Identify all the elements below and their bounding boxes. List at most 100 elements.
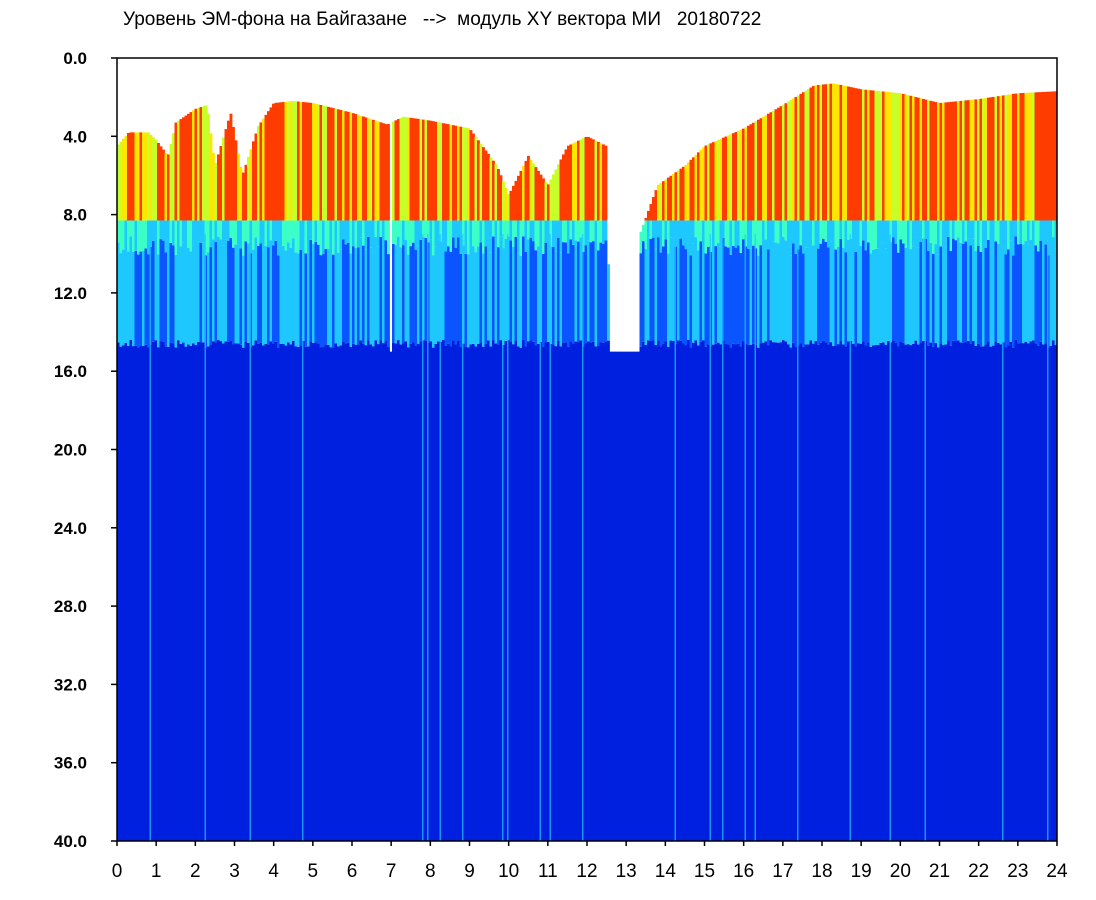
heatmap-cell xyxy=(237,220,240,245)
heatmap-cell xyxy=(352,220,355,247)
heatmap-cell xyxy=(1019,93,1023,221)
heatmap-cell xyxy=(339,345,343,841)
heatmap-cell xyxy=(557,220,560,238)
heatmap-cell xyxy=(1037,220,1040,252)
heatmap-cell xyxy=(447,343,450,841)
heatmap-cell xyxy=(792,220,795,244)
heatmap-cell xyxy=(164,346,168,841)
heatmap-cell xyxy=(644,220,648,249)
heatmap-cell xyxy=(284,220,288,251)
heatmap-cell xyxy=(784,220,788,241)
heatmap-cell xyxy=(862,341,865,841)
heatmap-cell xyxy=(207,114,210,221)
heatmap-cell xyxy=(152,137,155,221)
heatmap-cell xyxy=(317,220,320,245)
heatmap-cell xyxy=(984,220,988,248)
heatmap-cell xyxy=(1044,91,1048,221)
heatmap-cell xyxy=(454,344,458,841)
heatmap-cell xyxy=(479,342,483,841)
heatmap-cell xyxy=(1017,93,1020,221)
heatmap-cell xyxy=(694,220,698,238)
heatmap-cell xyxy=(259,342,263,841)
heatmap-cell xyxy=(332,347,335,841)
heatmap-cell xyxy=(214,162,218,221)
heatmap-cell xyxy=(179,119,183,221)
heatmap-cell xyxy=(214,241,218,343)
heatmap-cell xyxy=(314,241,318,343)
heatmap-cell xyxy=(957,220,960,238)
heatmap-cell xyxy=(432,121,435,221)
heatmap-cell xyxy=(999,246,1003,345)
heatmap-cell xyxy=(392,243,395,343)
heatmap-cell xyxy=(129,132,133,221)
heatmap-cell xyxy=(944,220,948,248)
heatmap-cell xyxy=(829,83,833,221)
heatmap-cell xyxy=(767,220,770,250)
heatmap-cell xyxy=(464,346,468,841)
heatmap-cell xyxy=(1042,247,1045,345)
heatmap-cell xyxy=(254,133,258,221)
heatmap-cell xyxy=(242,347,245,841)
heatmap-cell xyxy=(579,340,583,841)
heatmap-cell xyxy=(542,220,545,254)
heatmap-cell xyxy=(167,220,170,254)
heatmap-cell xyxy=(412,242,415,343)
heatmap-cell xyxy=(359,237,363,341)
heatmap-cell xyxy=(874,345,878,841)
heatmap-cell xyxy=(1014,339,1018,841)
heatmap-cell xyxy=(294,346,298,841)
heatmap-cell xyxy=(657,237,660,341)
heatmap-cell xyxy=(589,342,593,841)
heatmap-cell xyxy=(999,95,1003,221)
heatmap-cell xyxy=(977,343,980,841)
heatmap-cell xyxy=(974,345,978,841)
heatmap-cell xyxy=(262,249,265,346)
heatmap-cell xyxy=(907,344,910,841)
heatmap-cell xyxy=(132,220,135,252)
heatmap-cell xyxy=(537,220,540,247)
heatmap-cell xyxy=(549,220,553,247)
heatmap-cell xyxy=(349,253,353,347)
heatmap-cell xyxy=(287,101,290,221)
heatmap-cell xyxy=(717,243,720,343)
heatmap-cell xyxy=(687,220,690,237)
heatmap-cell xyxy=(939,343,943,841)
heatmap-cell xyxy=(277,220,280,256)
heatmap-cell xyxy=(767,345,770,841)
heatmap-cell xyxy=(682,245,685,344)
heatmap-cell xyxy=(282,102,285,221)
heatmap-cell xyxy=(329,220,333,255)
heatmap-cell xyxy=(804,344,808,841)
heatmap-cell xyxy=(404,239,408,342)
heatmap-cell xyxy=(414,345,418,841)
heatmap-cell xyxy=(667,346,670,841)
heatmap-cell xyxy=(249,149,253,221)
heatmap-cell xyxy=(937,102,940,221)
heatmap-cell xyxy=(729,134,733,221)
y-tick-label: 20.0 xyxy=(54,441,87,460)
heatmap-cell xyxy=(987,239,990,342)
heatmap-cell xyxy=(727,220,730,248)
heatmap-cell xyxy=(584,220,588,246)
heatmap-cell xyxy=(734,344,738,841)
heatmap-cell xyxy=(722,137,725,221)
heatmap-cell xyxy=(134,250,138,346)
heatmap-cell xyxy=(377,246,380,345)
y-tick-label: 16.0 xyxy=(54,362,87,381)
heatmap-streak xyxy=(797,234,799,842)
heatmap-cell xyxy=(524,220,528,252)
heatmap-cell xyxy=(997,342,1000,841)
heatmap-cell xyxy=(267,344,270,841)
heatmap-cell xyxy=(664,179,668,221)
heatmap-cell xyxy=(349,346,353,841)
heatmap-cell xyxy=(232,127,235,221)
heatmap-cell xyxy=(777,220,780,244)
heatmap-cell xyxy=(379,236,383,341)
heatmap-cell xyxy=(772,241,775,343)
heatmap-streak xyxy=(422,234,424,842)
heatmap-cell xyxy=(1012,255,1015,348)
heatmap-cell xyxy=(329,107,333,221)
heatmap-cell xyxy=(867,90,870,221)
heatmap-cell xyxy=(369,344,373,841)
heatmap-cell xyxy=(902,220,905,244)
